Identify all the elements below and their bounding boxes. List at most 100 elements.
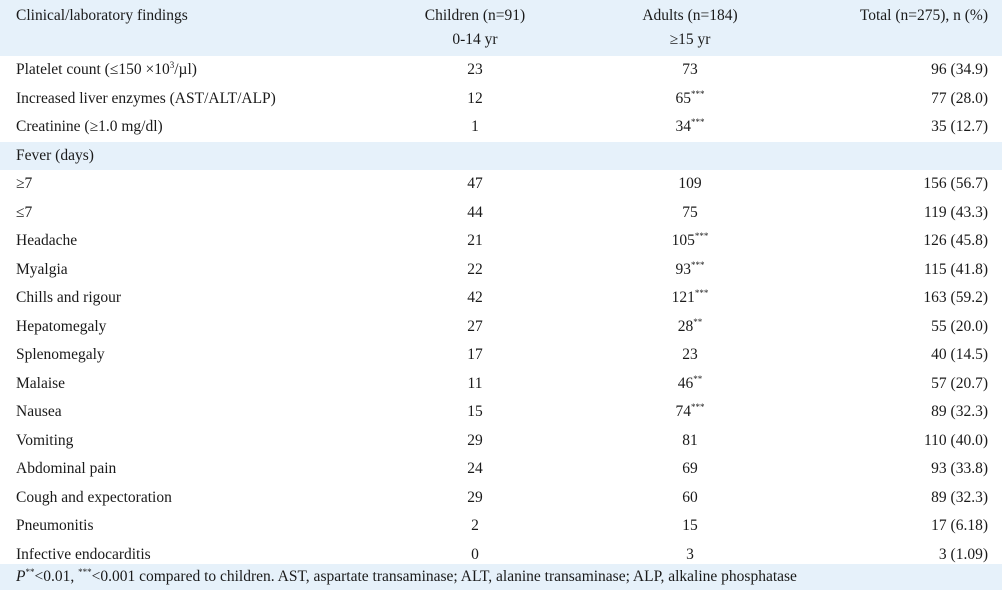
row-label: Hepatomegaly [16, 313, 106, 342]
row-label-text: Chills and rigour [16, 289, 122, 306]
total-value: 126 (45.8) [923, 232, 988, 249]
significance-marker: ** [693, 316, 703, 327]
total-value: 77 (28.0) [931, 89, 988, 107]
children-value: 12 [467, 89, 483, 107]
children-value: 21 [467, 232, 483, 249]
total-value: 93 (33.8) [931, 460, 988, 477]
total-value: 55 (20.0) [931, 317, 988, 335]
total-value: 57 (20.7) [931, 374, 988, 392]
adults-number: 34 [675, 118, 692, 135]
total-value: 17 (6.18) [931, 517, 988, 534]
children-value: 29 [467, 431, 483, 449]
adults-number: 46 [677, 374, 694, 392]
children-value: 17 [467, 346, 483, 363]
total-value: 110 (40.0) [924, 431, 988, 449]
children-value: 2 [471, 517, 479, 534]
significance-marker: *** [694, 231, 709, 241]
table-row: ≥7 47 109 156 (56.7) [0, 170, 1002, 199]
adults-value: 60 [580, 484, 800, 513]
table-row: ≤7 44 75 119 (43.3) [0, 199, 1002, 228]
children-value: 15 [467, 403, 483, 420]
row-label-text: Nausea [16, 403, 62, 420]
table-row: Splenomegaly 17 23 40 (14.5) [0, 341, 1002, 370]
row-label-tail: /µl) [174, 61, 197, 78]
table-footnote: P**<0.01, ***<0.001 compared to children… [0, 564, 1002, 590]
adults-value: 65*** [580, 85, 800, 115]
adults-value: 75 [580, 199, 800, 228]
significance-marker: ** [693, 373, 703, 384]
adults-value: 105*** [580, 227, 800, 257]
adults-number: 75 [682, 203, 698, 221]
total-value: 96 (34.9) [931, 61, 988, 78]
significance-marker: *** [694, 288, 709, 298]
children-value: 0 [471, 545, 479, 563]
table-row: Abdominal pain 24 69 93 (33.8) [0, 455, 1002, 484]
total-value: 3 (1.09) [938, 545, 988, 563]
header-children-age: 0-14 yr [452, 31, 498, 48]
adults-value: 93*** [580, 256, 800, 286]
row-label-text: Myalgia [16, 260, 68, 278]
row-label: Nausea [16, 398, 62, 427]
children-value: 27 [467, 317, 483, 335]
row-label-text: Creatinine (≥1.0 mg/dl) [16, 118, 163, 135]
adults-value: 23 [580, 341, 800, 370]
footnote-p: P [16, 568, 26, 585]
row-label-text: Platelet count (≤150 ×10 [16, 61, 170, 78]
footnote-text: P**<0.01, ***<0.001 compared to children… [16, 564, 797, 591]
row-label-text: ≤7 [16, 203, 33, 221]
adults-number: 23 [682, 346, 698, 363]
adults-number: 60 [682, 488, 698, 506]
header-adults-count: Adults (n=184) [642, 7, 738, 24]
row-label-text: Pneumonitis [16, 517, 94, 534]
adults-value: 34*** [580, 113, 800, 143]
table-row: Myalgia 22 93*** 115 (41.8) [0, 256, 1002, 285]
header-total: Total (n=275), n (%) [859, 7, 988, 24]
children-value: 42 [467, 289, 483, 306]
adults-number: 81 [682, 431, 698, 449]
table-row: Creatinine (≥1.0 mg/dl) 1 34*** 35 (12.7) [0, 113, 1002, 142]
children-value: 47 [467, 175, 483, 192]
header-children: Children (n=91) 0-14 yr [375, 4, 575, 52]
row-label-text: ≥7 [16, 175, 33, 192]
row-label: Infective endocarditis [16, 541, 151, 570]
row-label-text: Fever (days) [16, 146, 94, 164]
table-row: Pneumonitis 2 15 17 (6.18) [0, 512, 1002, 541]
row-label: Chills and rigour [16, 284, 121, 313]
footnote-sup-2: *** [78, 567, 92, 577]
row-label: Fever (days) [16, 142, 94, 171]
row-label: ≥7 [16, 170, 32, 199]
row-label: Headache [16, 227, 77, 256]
table-row: Nausea 15 74*** 89 (32.3) [0, 398, 1002, 427]
table-header: Clinical/laboratory findings Children (n… [0, 0, 1002, 56]
table-row: Hepatomegaly 27 28** 55 (20.0) [0, 313, 1002, 342]
table-row: Increased liver enzymes (AST/ALT/ALP) 12 6… [0, 85, 1002, 114]
adults-value: 109 [580, 170, 800, 199]
significance-marker: *** [691, 259, 705, 270]
row-label-text: Abdominal pain [16, 460, 117, 477]
adults-value: 73 [580, 56, 800, 85]
children-value: 1 [471, 118, 479, 135]
children-value: 22 [467, 260, 483, 278]
adults-number: 109 [678, 175, 702, 192]
row-label: Malaise [16, 370, 65, 399]
total-value: 115 (41.8) [924, 260, 988, 278]
total-value: 163 (59.2) [923, 289, 988, 306]
children-value: 29 [467, 488, 483, 506]
row-label-text: Vomiting [16, 431, 74, 449]
adults-number: 69 [682, 460, 698, 477]
total-value: 35 (12.7) [931, 118, 988, 135]
significance-marker: *** [691, 402, 705, 412]
total-value: 89 (32.3) [931, 488, 988, 506]
table-row: Malaise 11 46** 57 (20.7) [0, 370, 1002, 399]
row-label: ≤7 [16, 199, 32, 228]
row-label-text: Cough and expectoration [16, 488, 172, 506]
children-value: 44 [467, 203, 483, 221]
table-row: Chills and rigour 42 121*** 163 (59.2) [0, 284, 1002, 313]
adults-number: 74 [675, 403, 692, 420]
adults-number: 3 [686, 545, 694, 563]
footnote-sup-1: ** [25, 567, 35, 577]
row-label: Pneumonitis [16, 512, 94, 541]
header-adults: Adults (n=184) ≥15 yr [580, 4, 800, 52]
adults-number: 15 [682, 517, 698, 534]
